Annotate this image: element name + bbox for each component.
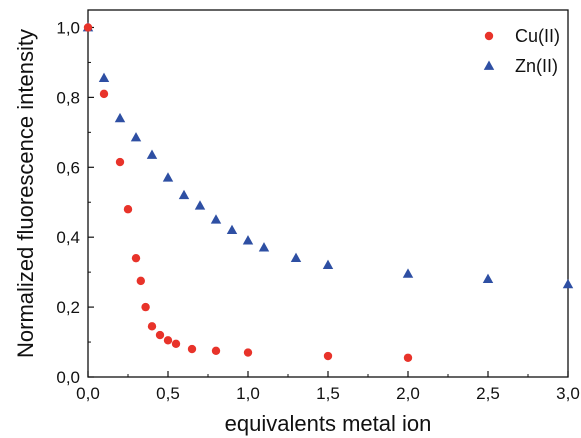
- zn-point: [226, 224, 238, 235]
- zn-point: [178, 189, 190, 200]
- legend-label: Zn(II): [515, 56, 558, 76]
- legend-cu-marker: [484, 31, 494, 41]
- legend-zn-marker: [483, 60, 495, 70]
- x-tick-label: 1,0: [236, 384, 260, 403]
- cu-point: [155, 330, 165, 340]
- zn-point: [194, 200, 206, 210]
- cu-point: [323, 351, 333, 361]
- cu-point: [187, 344, 197, 354]
- cu-point: [83, 23, 93, 32]
- y-tick-label: 0,4: [56, 228, 80, 247]
- zn-point: [322, 259, 334, 270]
- zn-point: [242, 235, 254, 245]
- plot-frame: [87, 9, 569, 378]
- legend: Cu(II) Zn(II): [483, 26, 560, 76]
- zn-point: [210, 214, 222, 224]
- x-axis-title: equivalents metal ion: [225, 411, 432, 436]
- zn-point: [114, 112, 126, 123]
- y-tick-label: 0,6: [56, 158, 80, 177]
- cu-point: [403, 353, 413, 362]
- axes: [87, 9, 569, 378]
- cu-point: [115, 157, 125, 167]
- legend-label: Cu(II): [515, 26, 560, 46]
- cu-point: [243, 348, 253, 357]
- cu-point: [147, 322, 157, 331]
- zn-point: [258, 242, 270, 252]
- y-tick-label: 1,0: [56, 18, 80, 37]
- zn-point: [162, 172, 174, 182]
- cu-point: [131, 253, 141, 263]
- zn-point: [146, 149, 158, 159]
- zn-point: [290, 252, 302, 263]
- cu-point: [136, 276, 145, 286]
- x-tick-label: 3,0: [556, 384, 580, 403]
- data-points: [82, 21, 574, 362]
- cu-point: [211, 346, 221, 355]
- cu-point: [123, 205, 133, 214]
- x-tick-label: 0,5: [156, 384, 180, 403]
- zn-point: [562, 278, 574, 289]
- y-tick-label: 0,8: [56, 88, 80, 107]
- y-tick-label: 0,2: [56, 298, 80, 317]
- y-tick-label: 0,0: [56, 368, 80, 387]
- x-tick-label: 0,0: [76, 384, 100, 403]
- zn-point: [482, 273, 494, 283]
- x-tick-label: 2,5: [476, 384, 500, 403]
- cu-point: [171, 339, 181, 348]
- cu-point: [163, 336, 173, 345]
- ticks: 0,0 0,5 1,0 1,5 2,0 2,5 3,0 0,0 0,2 0,4 0,6 0,8 1,0: [56, 18, 579, 403]
- zn-point: [402, 268, 414, 278]
- cu-point: [99, 89, 109, 99]
- zn-point: [130, 132, 142, 142]
- cu-point: [141, 302, 150, 312]
- zn-point: [98, 72, 110, 83]
- x-tick-label: 1,5: [316, 384, 340, 403]
- y-axis-title: Normalized fluorescence intensity: [13, 29, 38, 358]
- x-tick-label: 2,0: [396, 384, 420, 403]
